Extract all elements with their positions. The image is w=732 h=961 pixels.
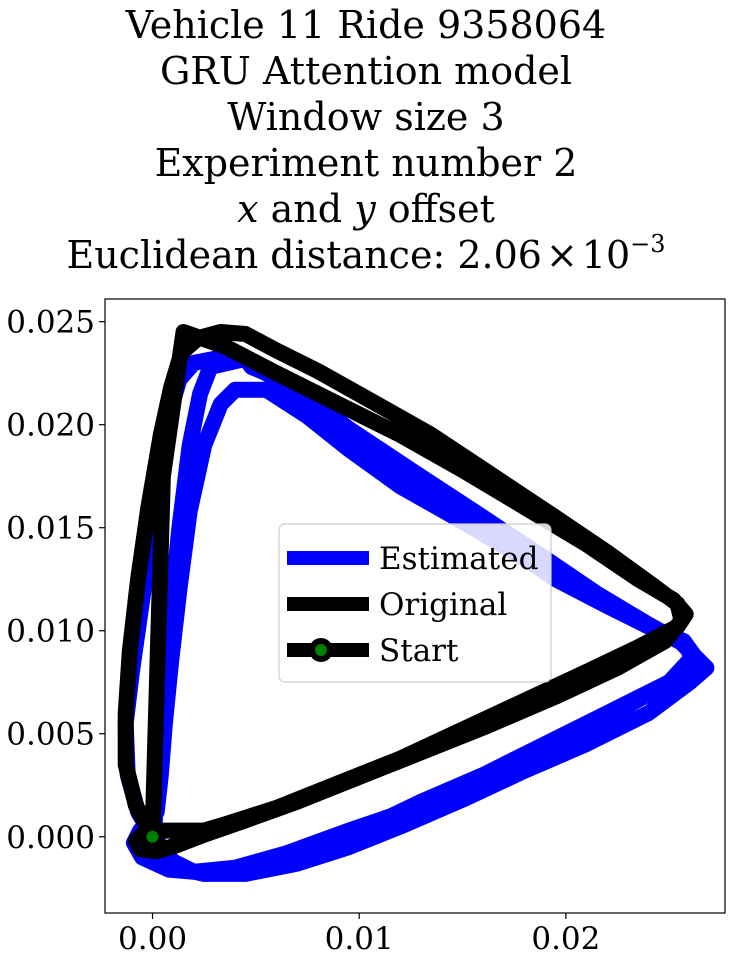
- title-conj: and: [258, 187, 355, 231]
- series-line-original: [117, 324, 694, 860]
- marker-layer: [140, 824, 165, 849]
- start-marker: [140, 824, 165, 849]
- y-tick-label: 0.020: [6, 408, 95, 444]
- title-offset-word: offset: [375, 187, 495, 231]
- y-tick-label: 0.000: [6, 820, 95, 856]
- legend-label-estimated: Estimated: [379, 541, 538, 577]
- title-var-x: x: [237, 187, 259, 231]
- title-line-model: GRU Attention model: [159, 49, 573, 93]
- title-line-experiment: Experiment number 2: [154, 141, 578, 185]
- chart-title: Vehicle 11 Ride 9358064 GRU Attention mo…: [0, 0, 732, 278]
- y-tick-label: 0.015: [6, 511, 95, 547]
- ticks-layer: 0.00 0.01 0.02 0.000 0.005 0.010 0.015 0.020 0.0…: [6, 305, 600, 957]
- distance-prefix: Euclidean distance:: [66, 233, 458, 277]
- axes-frame: [104, 298, 726, 914]
- title-line-distance: Euclidean distance: 2.06 × 10−3: [0, 232, 732, 278]
- distance-exponent: −3: [630, 230, 666, 258]
- title-line-vehicle: Vehicle 11 Ride 9358064: [125, 3, 607, 47]
- title-line-window: Window size 3: [227, 95, 505, 139]
- x-tick-label: 0.00: [118, 921, 187, 957]
- y-tick-label: 0.005: [6, 717, 95, 753]
- distance-times: ×: [545, 233, 578, 277]
- y-tick-label: 0.025: [6, 305, 95, 341]
- distance-base: 10: [581, 233, 631, 277]
- legend-label-start: Start: [379, 633, 459, 669]
- x-tick-label: 0.01: [325, 921, 394, 957]
- legend-start-marker: [309, 638, 333, 662]
- legend: Estimated Original Start: [278, 523, 552, 683]
- distance-mantissa: 2.06: [457, 233, 542, 277]
- legend-label-original: Original: [379, 587, 507, 623]
- y-tick-label: 0.010: [6, 614, 95, 650]
- title-line-offset: x and y offset: [0, 186, 732, 232]
- x-tick-label: 0.02: [531, 921, 600, 957]
- title-var-y: y: [354, 187, 376, 231]
